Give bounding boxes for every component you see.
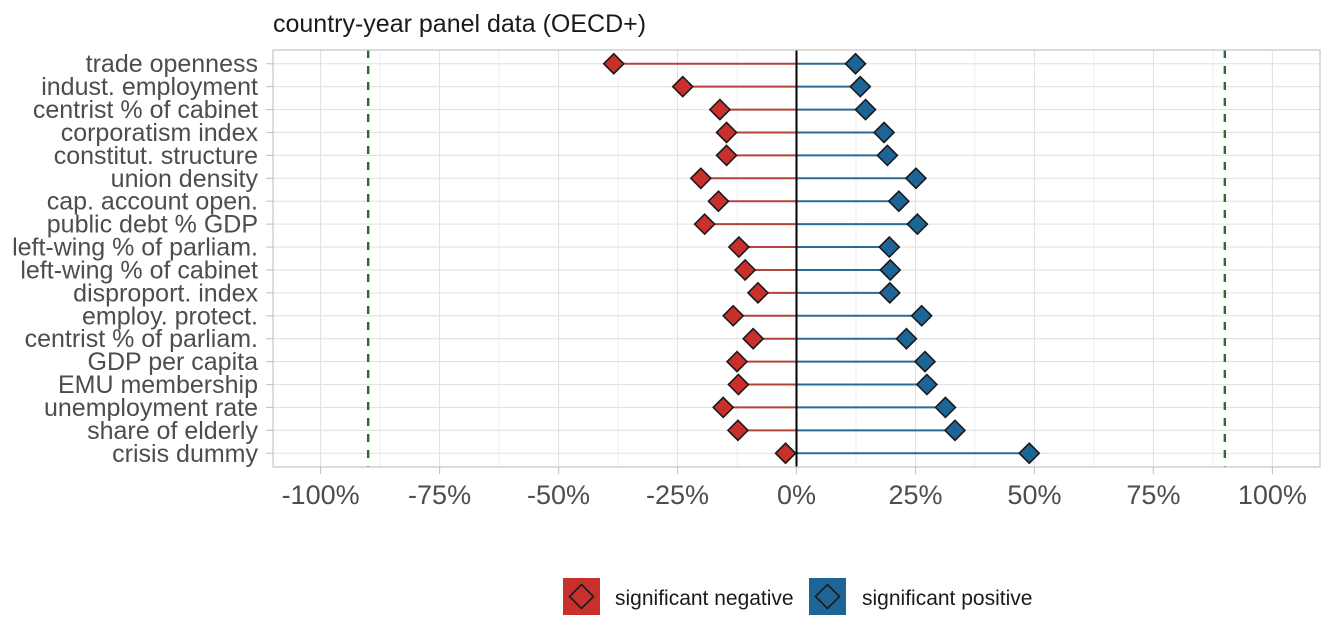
negative-point bbox=[671, 75, 694, 98]
y-tick-label: trade openness bbox=[86, 50, 258, 78]
x-tick-label: 25% bbox=[888, 480, 942, 510]
y-tick-label: centrist % of parliam. bbox=[25, 325, 258, 353]
legend-label-negative: significant negative bbox=[615, 587, 794, 610]
reference-lines bbox=[366, 50, 1227, 467]
y-tick-label: disproport. index bbox=[73, 279, 258, 307]
positive-point bbox=[906, 213, 929, 236]
points bbox=[602, 52, 1041, 465]
negative-point bbox=[707, 190, 730, 213]
negative-point bbox=[727, 373, 750, 396]
positive-point bbox=[876, 144, 899, 167]
negative-point bbox=[693, 213, 716, 236]
positive-point bbox=[913, 350, 937, 373]
positive-point bbox=[904, 167, 928, 190]
y-tick-label: centrist % of cabinet bbox=[33, 96, 258, 124]
positive-point bbox=[943, 419, 967, 442]
y-tick-label: cap. account open. bbox=[47, 188, 258, 216]
negative-point bbox=[733, 258, 757, 282]
positive-point bbox=[849, 75, 872, 98]
y-tick-label: share of elderly bbox=[87, 417, 258, 445]
negative-point bbox=[708, 98, 732, 121]
x-tick-label: -25% bbox=[646, 480, 709, 510]
y-tick-label: crisis dummy bbox=[112, 440, 258, 468]
y-tick-label: public debt % GDP bbox=[47, 211, 258, 239]
legend-label-positive: significant positive bbox=[862, 587, 1032, 610]
legend: significant negative significant positiv… bbox=[563, 578, 1032, 615]
x-tick-label: 0% bbox=[777, 480, 816, 510]
x-tick-label: 75% bbox=[1126, 480, 1180, 510]
positive-point bbox=[854, 98, 877, 121]
y-tick-label: constitut. structure bbox=[54, 142, 258, 170]
positive-point bbox=[887, 190, 910, 213]
negative-point bbox=[602, 52, 625, 75]
y-tick-label: left-wing % of cabinet bbox=[20, 256, 258, 284]
x-tick-label: -75% bbox=[408, 480, 471, 510]
negative-point bbox=[742, 327, 765, 350]
x-tick-label: 100% bbox=[1238, 480, 1307, 510]
legend-item-negative: significant negative bbox=[563, 578, 794, 615]
segments bbox=[613, 62, 1030, 455]
positive-point bbox=[872, 121, 896, 144]
positive-point bbox=[915, 373, 939, 396]
legend-item-positive: significant positive bbox=[809, 578, 1032, 615]
y-tick-label: GDP per capita bbox=[88, 348, 259, 376]
chart-title: country-year panel data (OECD+) bbox=[273, 10, 646, 38]
y-tick-label: employ. protect. bbox=[82, 302, 258, 330]
negative-point bbox=[689, 167, 712, 190]
negative-point bbox=[715, 121, 738, 144]
x-tick-label: -100% bbox=[282, 480, 360, 510]
negative-point bbox=[722, 304, 745, 327]
y-tick-label: corporatism index bbox=[61, 119, 259, 147]
y-tick-label: unemployment rate bbox=[44, 394, 258, 422]
positive-point bbox=[895, 327, 918, 350]
negative-point bbox=[726, 419, 750, 442]
negative-point bbox=[774, 442, 797, 465]
positive-point bbox=[910, 304, 933, 327]
diamond-icon bbox=[568, 583, 595, 610]
negative-point bbox=[727, 235, 751, 259]
negative-point bbox=[746, 281, 770, 304]
y-tick-label: union density bbox=[111, 165, 259, 193]
positive-point bbox=[844, 52, 867, 75]
x-tick-label: -50% bbox=[527, 480, 590, 510]
y-tick-label: indust. employment bbox=[41, 73, 258, 101]
diamond-icon bbox=[814, 583, 841, 610]
positive-point bbox=[878, 281, 901, 304]
positive-point bbox=[934, 396, 957, 419]
positive-point bbox=[878, 235, 901, 259]
y-tick-label: EMU membership bbox=[58, 371, 258, 399]
positive-point bbox=[1018, 442, 1041, 465]
y-tick-label: left-wing % of parliam. bbox=[12, 234, 258, 262]
negative-point bbox=[725, 350, 749, 373]
x-tick-label: 50% bbox=[1007, 480, 1061, 510]
negative-point bbox=[712, 396, 735, 419]
negative-point bbox=[715, 144, 738, 167]
positive-point bbox=[879, 258, 902, 282]
